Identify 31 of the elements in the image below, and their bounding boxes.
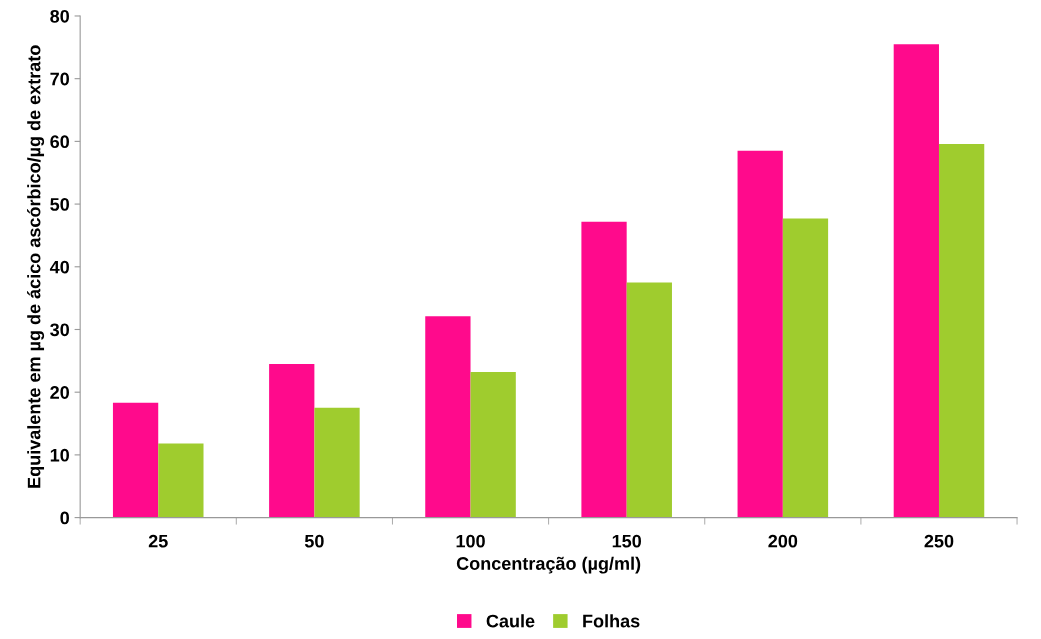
bar (470, 372, 516, 518)
legend-label: Caule (486, 614, 535, 628)
y-tick-label: 70 (50, 72, 69, 86)
bar (626, 282, 672, 518)
y-axis-title: Equivalente em µg de ácico ascórbico/µg de extrato (27, 45, 45, 488)
bar (938, 143, 985, 518)
y-tick-label: 40 (49, 260, 69, 274)
bar (737, 150, 783, 518)
legend-label: Folhas (583, 614, 640, 628)
bar (314, 407, 360, 518)
y-tick-label: 80 (50, 9, 69, 23)
x-tick-label: 25 (148, 534, 168, 548)
x-tick-label: 250 (924, 534, 954, 548)
y-tick-label: 60 (50, 135, 69, 149)
bar (158, 443, 204, 518)
x-tick-label: 200 (768, 534, 798, 548)
bar (425, 316, 471, 518)
x-tick-label: 150 (612, 534, 642, 548)
bar (581, 221, 627, 518)
y-tick-label: 20 (50, 386, 69, 399)
x-axis-title: Concentração (µg/ml) (456, 556, 641, 574)
y-tick-label: 50 (50, 198, 69, 211)
y-tick-label: 10 (50, 448, 69, 462)
y-tick-label: 30 (50, 323, 69, 337)
y-tick-label: 0 (60, 511, 69, 525)
bar (269, 363, 315, 518)
bar (112, 402, 159, 518)
x-tick-label: 100 (456, 534, 485, 548)
bar (782, 218, 829, 518)
bar (893, 44, 939, 518)
x-tick-label: 50 (304, 534, 324, 548)
